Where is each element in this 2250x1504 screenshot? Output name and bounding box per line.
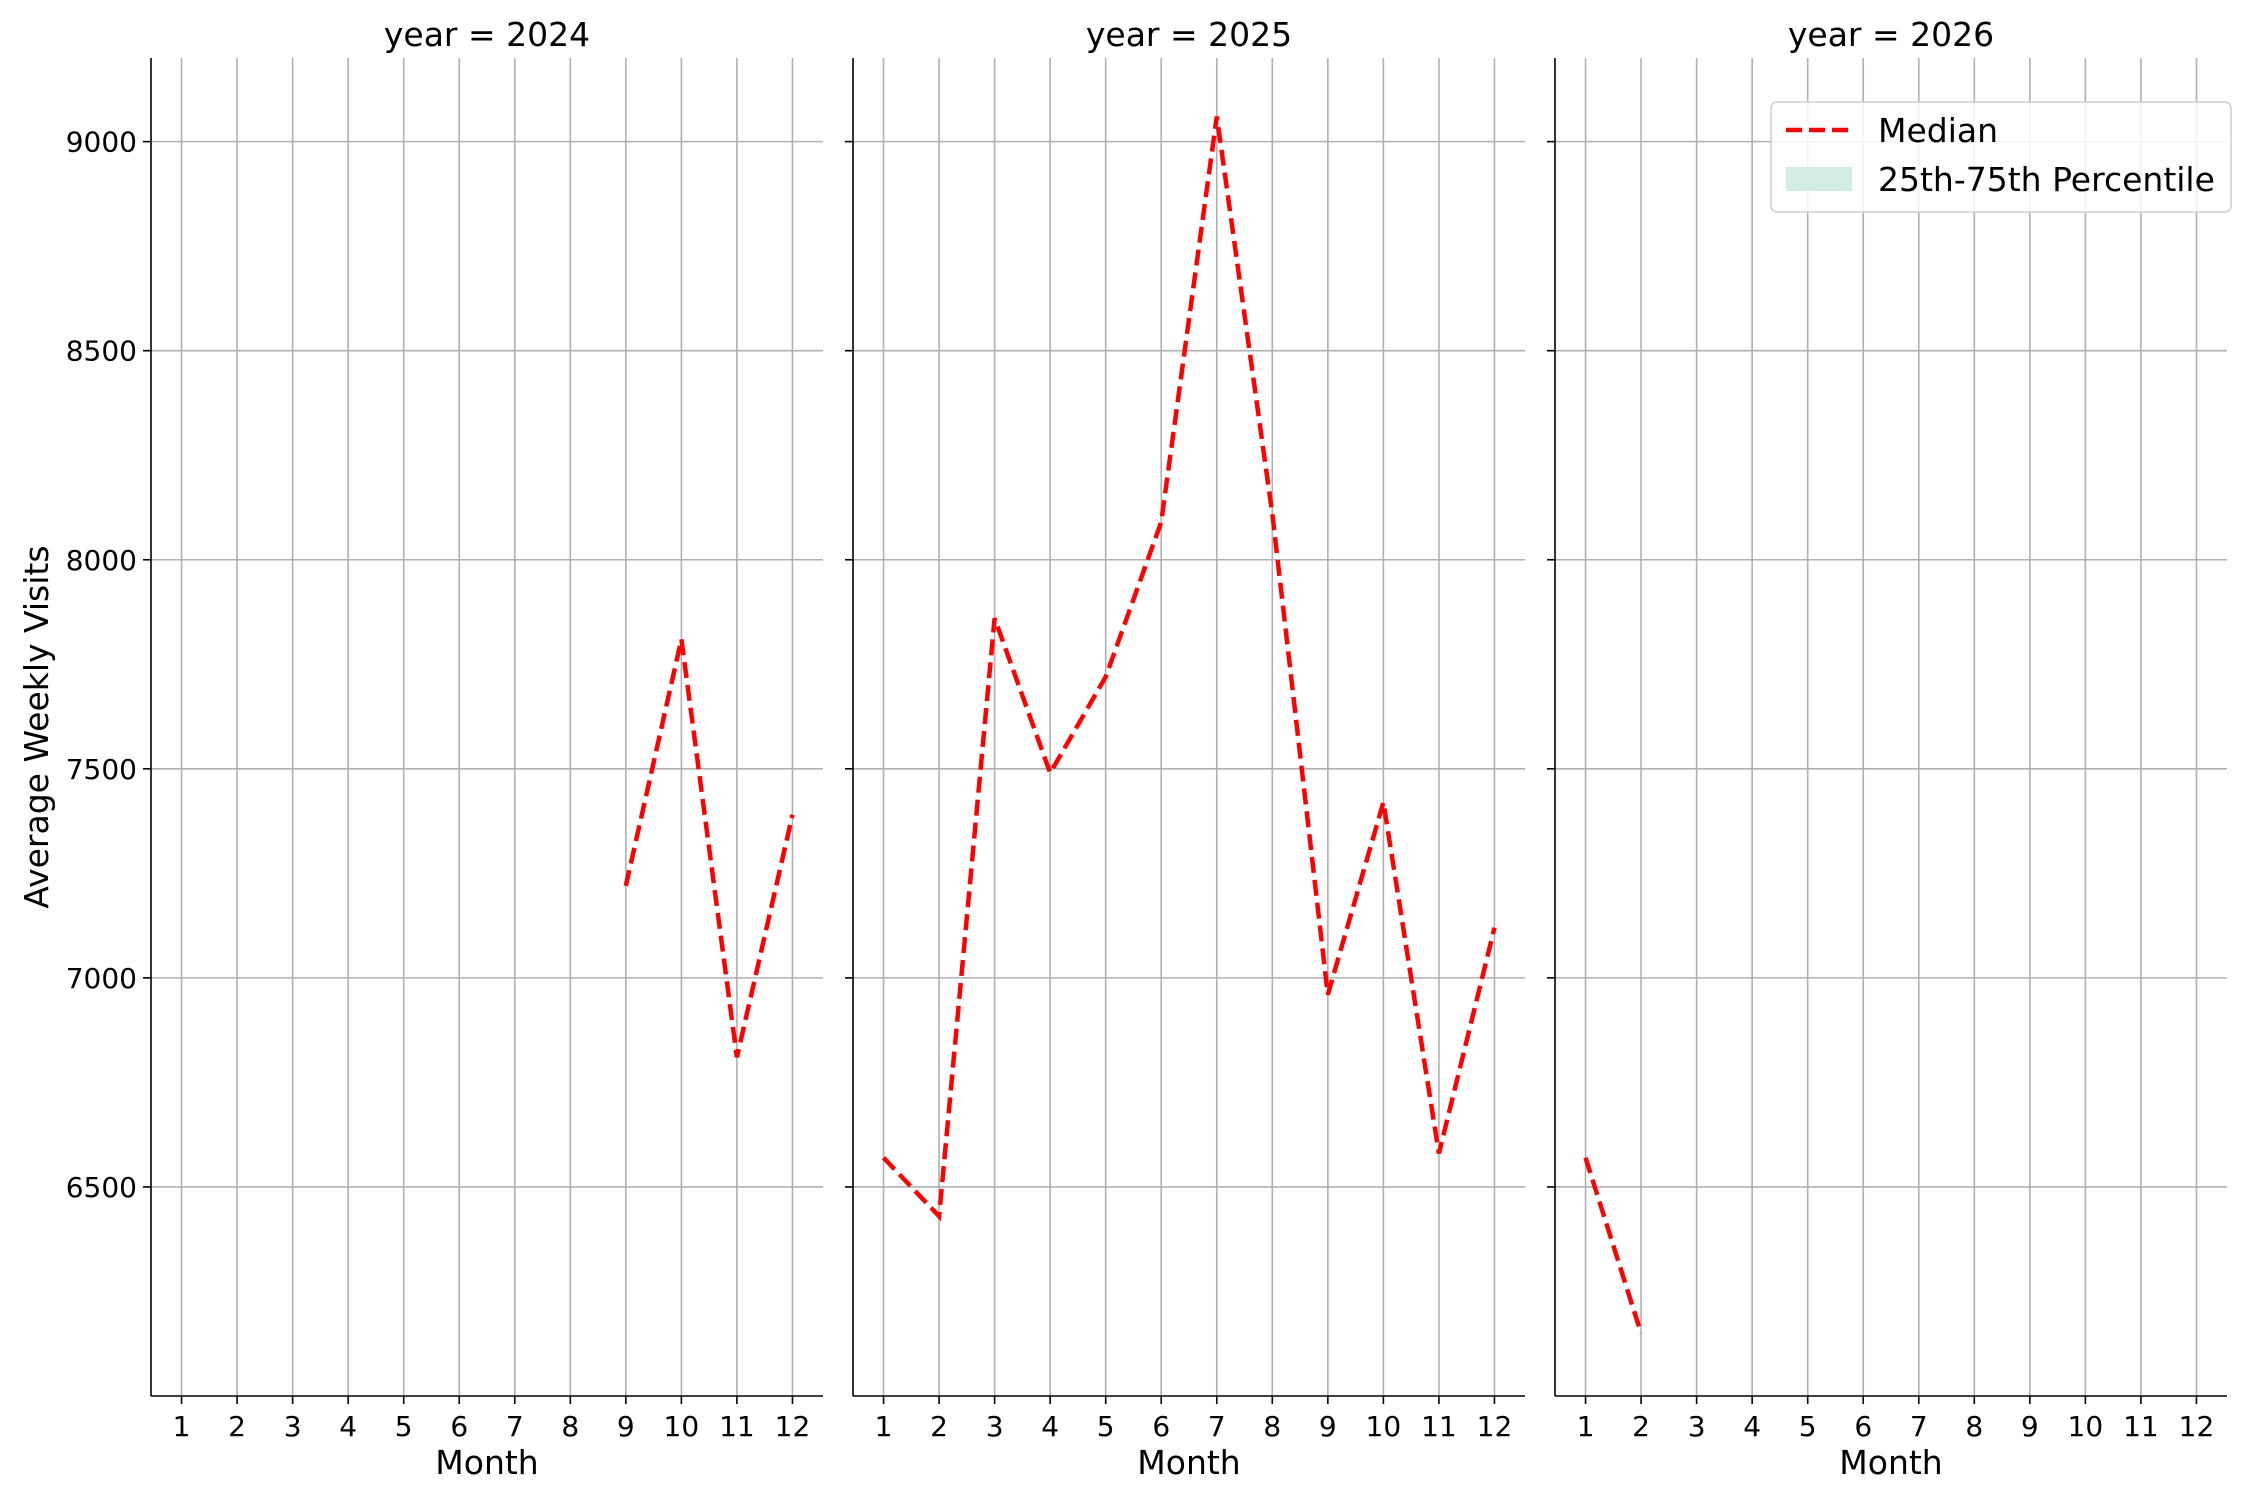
x-tick-label: 5 xyxy=(1097,1410,1115,1443)
x-tick-label: 2 xyxy=(228,1410,246,1443)
x-tick-label: 2 xyxy=(1632,1410,1650,1443)
y-tick-label: 8000 xyxy=(66,544,137,577)
x-tick-label: 8 xyxy=(1965,1410,1983,1443)
x-tick-label: 3 xyxy=(986,1410,1004,1443)
median-line xyxy=(623,638,795,1058)
x-tick-label: 11 xyxy=(2123,1410,2159,1443)
x-axis-label: Month xyxy=(1839,1443,1942,1482)
legend-box xyxy=(1770,101,2232,213)
x-tick-label: 9 xyxy=(2021,1410,2039,1443)
x-axis-label: Month xyxy=(435,1443,538,1482)
y-tick-label: 9000 xyxy=(66,126,137,159)
legend-median-label: Median xyxy=(1878,111,1998,150)
median-line xyxy=(1583,1157,1644,1334)
x-tick-label: 7 xyxy=(506,1410,524,1443)
x-tick-label: 11 xyxy=(1421,1410,1457,1443)
x-tick-label: 6 xyxy=(1854,1410,1872,1443)
x-tick-label: 1 xyxy=(875,1410,893,1443)
x-tick-label: 9 xyxy=(1319,1410,1337,1443)
x-tick-label: 6 xyxy=(450,1410,468,1443)
x-tick-label: 1 xyxy=(173,1410,191,1443)
x-tick-label: 5 xyxy=(395,1410,413,1443)
y-tick-label: 8500 xyxy=(66,335,137,368)
x-tick-label: 8 xyxy=(561,1410,579,1443)
x-tick-label: 6 xyxy=(1152,1410,1170,1443)
y-tick-label: 6500 xyxy=(66,1171,137,1204)
x-tick-label: 4 xyxy=(1041,1410,1059,1443)
x-tick-label: 10 xyxy=(2068,1410,2104,1443)
y-tick-label: 7500 xyxy=(66,753,137,786)
x-tick-label: 12 xyxy=(1477,1410,1513,1443)
x-tick-label: 3 xyxy=(1688,1410,1706,1443)
x-tick-label: 10 xyxy=(1366,1410,1402,1443)
legend-percentile-label: 25th-75th Percentile xyxy=(1878,160,2215,199)
x-tick-label: 10 xyxy=(664,1410,700,1443)
x-tick-label: 8 xyxy=(1263,1410,1281,1443)
x-tick-label: 12 xyxy=(775,1410,811,1443)
x-tick-label: 9 xyxy=(617,1410,635,1443)
x-tick-label: 3 xyxy=(284,1410,302,1443)
x-tick-label: 5 xyxy=(1799,1410,1817,1443)
panel-title: year = 2026 xyxy=(1788,15,1994,54)
y-axis-label: Average Weekly Visits xyxy=(17,545,56,908)
legend: Median 25th-75th Percentile xyxy=(1770,101,2232,213)
x-tick-label: 4 xyxy=(339,1410,357,1443)
x-tick-label: 11 xyxy=(719,1410,755,1443)
x-tick-label: 7 xyxy=(1208,1410,1226,1443)
x-tick-label: 12 xyxy=(2179,1410,2215,1443)
x-tick-label: 1 xyxy=(1577,1410,1595,1443)
x-tick-label: 2 xyxy=(930,1410,948,1443)
legend-percentile-swatch xyxy=(1786,167,1852,191)
x-tick-label: 4 xyxy=(1743,1410,1761,1443)
panel-title: year = 2024 xyxy=(384,15,590,54)
y-tick-label: 7000 xyxy=(66,962,137,995)
panel-title: year = 2025 xyxy=(1086,15,1292,54)
median-line xyxy=(881,116,1497,1222)
x-axis-label: Month xyxy=(1137,1443,1240,1482)
x-tick-label: 7 xyxy=(1910,1410,1928,1443)
